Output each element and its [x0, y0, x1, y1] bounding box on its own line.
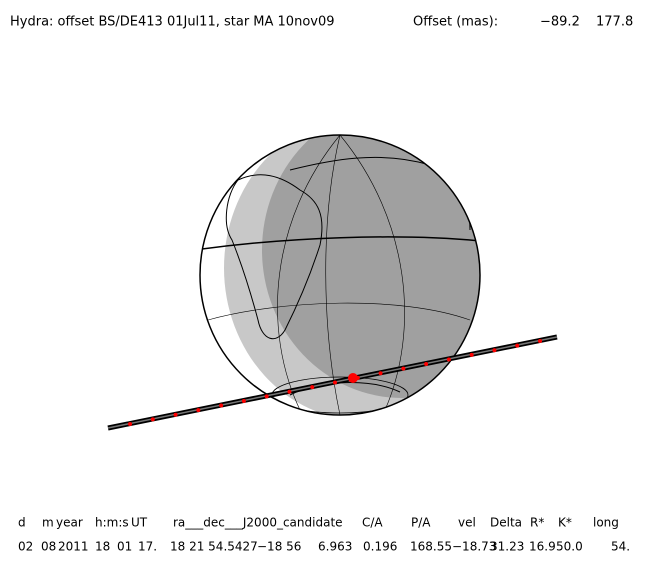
row-value: −18.73	[452, 540, 496, 554]
column-header: vel	[458, 516, 476, 530]
column-header: d	[18, 516, 26, 530]
column-header: C/A	[362, 516, 383, 530]
globe	[200, 135, 480, 415]
row-value: 31.23	[490, 540, 524, 554]
row-value: 18	[95, 540, 110, 554]
time-dot	[333, 380, 337, 385]
time-dot	[287, 389, 292, 394]
row-value: −18 56	[257, 540, 301, 554]
row-value: 54.	[611, 540, 630, 554]
labels: Hydra: offset BS/DE413 01Jul11, star MA …	[10, 15, 633, 554]
time-dot	[173, 412, 178, 417]
time-dot	[264, 394, 269, 399]
time-dot	[515, 343, 520, 348]
globe-outline	[199, 134, 481, 416]
row-value: 168.55	[410, 540, 452, 554]
row-value: 01	[117, 540, 132, 554]
time-dot	[150, 417, 155, 422]
time-dot	[469, 352, 474, 357]
time-dot	[241, 398, 246, 403]
time-dot	[196, 408, 201, 413]
time-dot	[424, 362, 429, 367]
column-header: h:m:s	[95, 516, 129, 530]
column-header: ra___dec___J2000_candidate	[173, 516, 343, 530]
offset-value: −89.2	[540, 15, 580, 30]
time-dot	[492, 348, 497, 353]
closest-approach	[348, 373, 358, 383]
column-header: P/A	[411, 516, 431, 530]
offset-label: Offset (mas):	[413, 15, 498, 30]
row-value: 02	[18, 540, 33, 554]
row-value: 17.	[138, 540, 157, 554]
column-header: m	[42, 516, 54, 530]
row-value: 08	[41, 540, 56, 554]
column-header: year	[56, 516, 83, 530]
time-dot	[128, 422, 132, 426]
time-dot	[310, 385, 315, 390]
row-value: 0.196	[363, 540, 397, 554]
shadow-center	[107, 336, 558, 429]
row-value: 18 21 54.5427	[170, 540, 258, 554]
column-header: UT	[131, 516, 148, 530]
column-header: R*	[530, 516, 544, 530]
offset-value: 177.8	[596, 15, 633, 30]
title: Hydra: offset BS/DE413 01Jul11, star MA …	[10, 15, 335, 30]
row-value: 2011	[58, 540, 89, 554]
time-dot	[378, 371, 383, 376]
time-dot	[538, 339, 542, 343]
column-header: Delta	[490, 516, 522, 530]
row-value: 16.9	[529, 540, 556, 554]
column-header: K*	[558, 516, 572, 530]
row-value: 6.963	[318, 540, 352, 554]
column-header: long	[593, 516, 619, 530]
row-value: 50.0	[556, 540, 583, 554]
time-dot	[219, 403, 224, 408]
time-dot	[401, 366, 406, 371]
time-dot	[446, 357, 451, 362]
